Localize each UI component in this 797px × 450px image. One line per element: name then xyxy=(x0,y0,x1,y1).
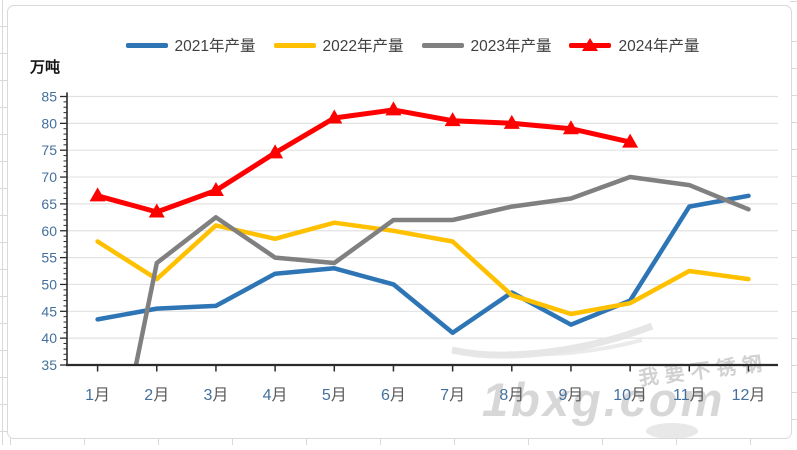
series-line-2021[interactable] xyxy=(95,193,751,336)
x-tick-label: 5月 xyxy=(322,387,347,404)
x-tick-label: 10月 xyxy=(613,387,647,404)
legend-swatch xyxy=(569,37,612,51)
legend-swatch xyxy=(421,42,464,48)
legend-item-2022[interactable]: 2022年产量 xyxy=(273,34,404,56)
legend-label: 2024年产量 xyxy=(618,38,700,55)
legend-item-2024[interactable]: 2024年产量 xyxy=(569,34,699,56)
data-marker-triangle[interactable] xyxy=(267,144,284,159)
x-tick-label: 11月 xyxy=(673,387,706,404)
legend-swatch xyxy=(125,42,168,48)
y-tick-label: 40 xyxy=(41,330,57,346)
y-tick-label: 80 xyxy=(41,115,57,131)
data-marker-triangle[interactable] xyxy=(622,133,639,148)
x-tick-label: 3月 xyxy=(203,387,228,404)
data-marker-triangle[interactable] xyxy=(562,120,579,135)
x-tick-label: 4月 xyxy=(263,387,288,404)
data-marker-triangle[interactable] xyxy=(503,114,520,129)
legend-item-2023[interactable]: 2023年产量 xyxy=(421,34,552,56)
x-tick-label: 6月 xyxy=(381,387,406,404)
x-tick-label: 8月 xyxy=(499,387,524,404)
data-marker-triangle[interactable] xyxy=(148,203,165,218)
x-tick-label: 2月 xyxy=(144,387,169,404)
legend-swatch xyxy=(273,42,316,48)
y-tick-label: 65 xyxy=(41,196,57,212)
x-tick-label: 12月 xyxy=(732,387,766,404)
data-marker-triangle[interactable] xyxy=(444,112,461,127)
y-tick-label: 35 xyxy=(41,357,57,373)
x-tick-label: 9月 xyxy=(558,387,583,404)
y-tick-label: 75 xyxy=(41,142,57,158)
y-tick-label: 60 xyxy=(41,223,57,239)
series-line-2023[interactable] xyxy=(98,174,751,445)
data-marker-triangle[interactable] xyxy=(385,101,402,116)
y-tick-label: 70 xyxy=(41,169,57,185)
x-tick-label: 7月 xyxy=(440,387,465,404)
y-axis-unit-label: 万吨 xyxy=(30,59,61,76)
y-tick-label: 45 xyxy=(41,303,57,319)
y-tick-label: 55 xyxy=(41,250,57,266)
data-marker-triangle[interactable] xyxy=(207,181,224,196)
y-tick-label: 50 xyxy=(41,276,57,292)
legend-label: 2023年产量 xyxy=(470,38,552,55)
chart-legend: 2021年产量 2022年产量 2023年产量 2024年产量 xyxy=(8,33,797,57)
y-tick-label: 85 xyxy=(41,89,57,105)
x-tick-label: 1月 xyxy=(85,387,110,404)
legend-item-2021[interactable]: 2021年产量 xyxy=(125,34,256,56)
legend-label: 2022年产量 xyxy=(322,38,404,55)
series-line-2022[interactable] xyxy=(95,220,751,317)
series-line-2024[interactable] xyxy=(95,107,633,215)
legend-label: 2021年产量 xyxy=(174,38,256,55)
data-marker-triangle[interactable] xyxy=(326,109,343,124)
legend-triangle-marker xyxy=(582,37,599,51)
data-marker-triangle[interactable] xyxy=(89,187,106,202)
